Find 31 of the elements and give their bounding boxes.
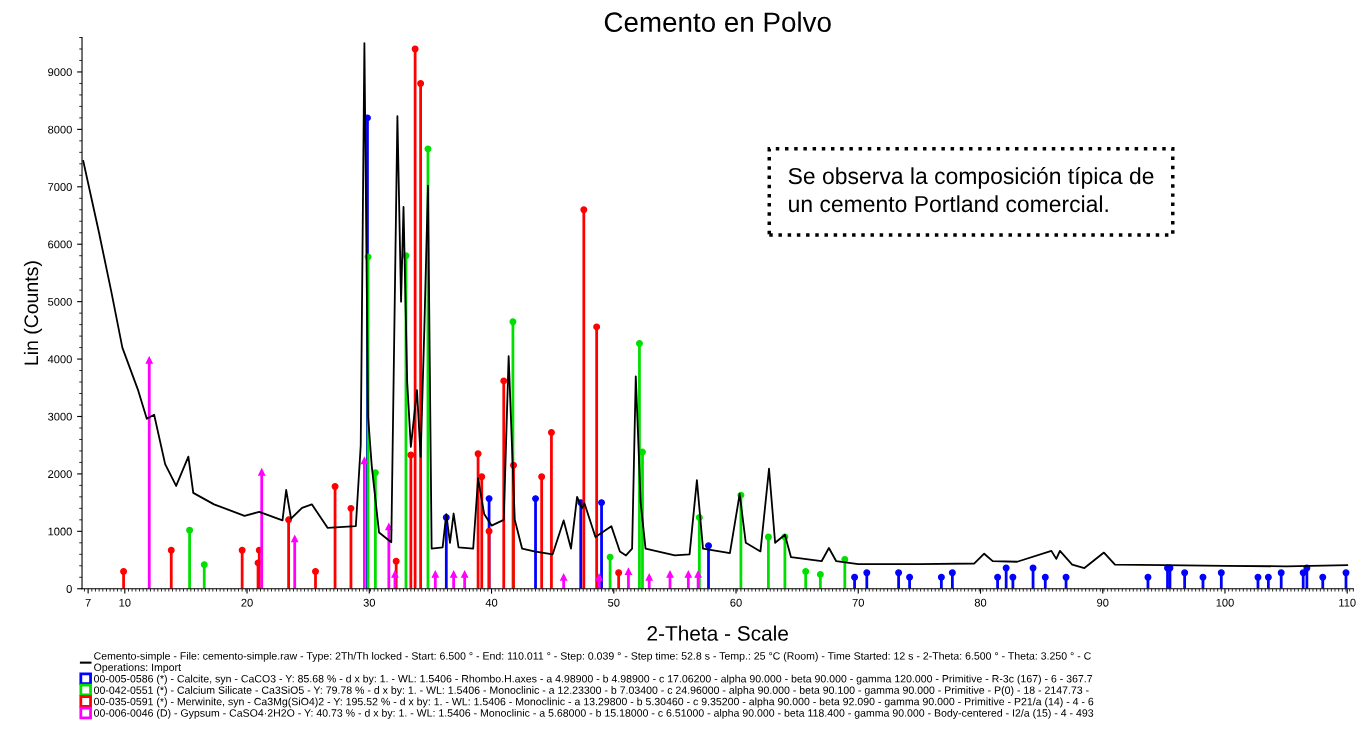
x-tick-label: 20 [241,598,253,607]
legend-label: Cemento-simple - File: cemento-simple.raw - Type: 2Th/Th locked - Start: 6.500 ° - End: 110.011 ° - Step: 0.039 ° - Step time: 52.8 s - Temp.: 25 °C (Room) - Time Started: 12 s - 2-Theta: 6.500 ° - Theta: 3.250 ° - C Operations: Import [94,651,1091,674]
legend-label: 00-005-0586 (*) - Calcite, syn - CaCO3 - Y: 85.68 % - d x by: 1. - WL: 1.5406 - Rhombo.H.axes - a 4.98900 - b 4.98900 - c 17.06200 - alpha 90.000 - beta 90.000 - gamma 120.000 - Primitive - R-3c (167) - 6 - 367.7 [94,674,1093,685]
x-tick-label: 7 [85,598,91,607]
x-tick-label: 40 [485,598,498,607]
x-tick-label: 10 [119,598,131,607]
y-tick-label: 2000 [48,470,72,479]
y-tick-label: 8000 [48,125,72,134]
y-axis-title: Lin (Counts) [23,261,43,365]
annotation: Se observa la composición típica de un cemento Portland comercial. [788,167,1154,213]
x-tick-label: 110 [1339,598,1356,607]
x-axis-title: 2-Theta - Scale [647,625,788,641]
y-tick-label: 3000 [48,412,72,421]
x-tick-label: 60 [730,598,742,607]
x-tick-label: 90 [1097,598,1109,607]
x-tick-label: 100 [1216,598,1234,607]
y-tick-label: 4000 [47,355,72,364]
y-tick-label: 7000 [48,183,72,191]
legend-label: 00-042-0551 (*) - Calcium Silicate - Ca3SiO5 - Y: 79.78 % - d x by: 1. - WL: 1.5406 - Monoclinic - a 12.23300 - b 7.03400 - c 24.96000 - alpha 90.000 - beta 90.100 - gamma 90.000 - Primitive - P(0) - 18 - 2147.73 - [94,686,1089,696]
x-tick-label: 30 [363,598,376,607]
x-tick-label: 50 [608,598,620,607]
y-tick-label: 1000 [48,527,72,536]
y-tick-label: 6000 [48,240,72,249]
legend-label: 00-006-0046 (D) - Gypsum - CaSO4·2H2O - Y: 40.73 % - d x by: 1. - WL: 1.5406 - Monoclinic - a 5.68000 - b 15.18000 - c 6.51000 - alpha 90.000 - beta 118.400 - gamma 90.000 - Body-centered - I2/a (15) - 4 - 493 [94,708,1094,719]
y-tick-label: 5000 [48,297,72,306]
y-tick-label: 9000 [48,68,72,77]
legend-label: 00-035-0591 (*) - Merwinite, syn - Ca3Mg(SiO4)2 - Y: 195.52 % - d x by: 1. - WL: 1.5406 - Monoclinic - a 13.29800 - b 5.30460 - c 9.35200 - alpha 90.000 - beta 92.090 - gamma 90.000 - Primitive - P21/a (14) - 4 - 6 [94,697,1094,708]
chart-title: Cemento en Polvo [604,11,831,33]
y-tick-label: 0 [66,585,72,593]
x-tick-label: 70 [852,598,864,607]
x-tick-label: 80 [974,598,987,607]
